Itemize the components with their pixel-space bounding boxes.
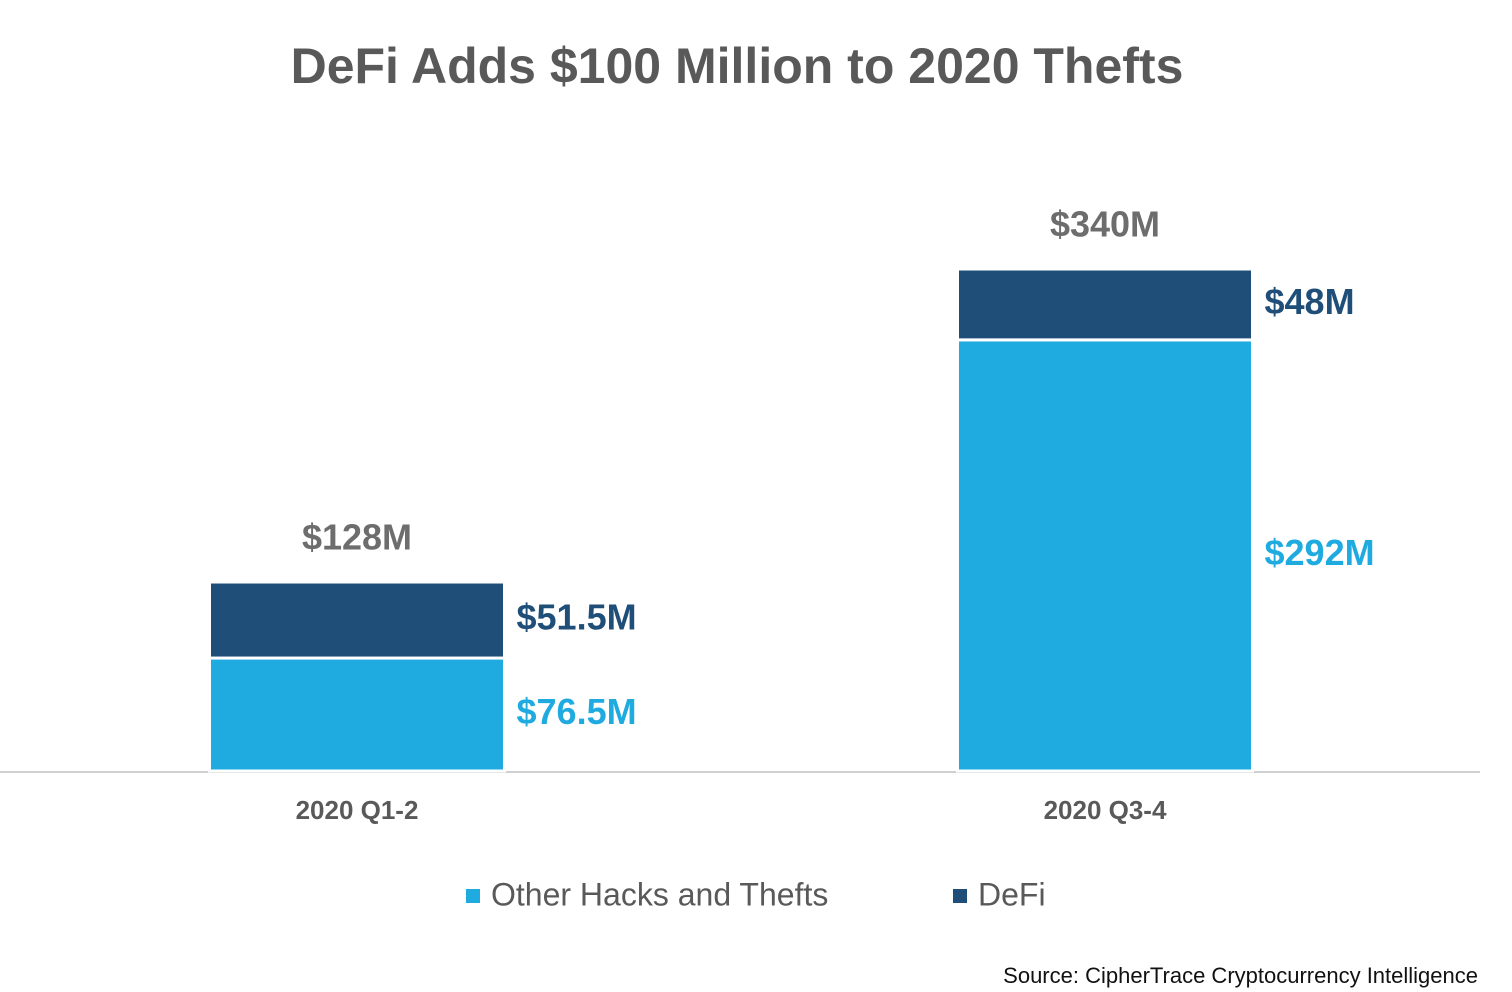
source-note: Source: CipherTrace Cryptocurrency Intel… [1003, 963, 1478, 988]
bar-segment [956, 267, 1254, 342]
x-tick-label: 2020 Q3-4 [1044, 795, 1167, 825]
x-tick-label: 2020 Q1-2 [296, 795, 419, 825]
legend-swatch [953, 889, 967, 903]
chart-title: DeFi Adds $100 Million to 2020 Thefts [291, 38, 1184, 94]
bar-segment [208, 656, 506, 773]
value-label: $76.5M [517, 691, 637, 732]
total-label: $128M [302, 517, 412, 558]
bar-segment [956, 338, 1254, 773]
legend-label: Other Hacks and Thefts [491, 876, 828, 912]
bar-segment [208, 580, 506, 660]
total-label: $340M [1050, 204, 1160, 245]
value-label: $48M [1265, 281, 1355, 322]
value-label: $51.5M [517, 597, 637, 638]
legend-label: DeFi [978, 876, 1046, 912]
value-label: $292M [1265, 532, 1375, 573]
legend-swatch [466, 889, 480, 903]
